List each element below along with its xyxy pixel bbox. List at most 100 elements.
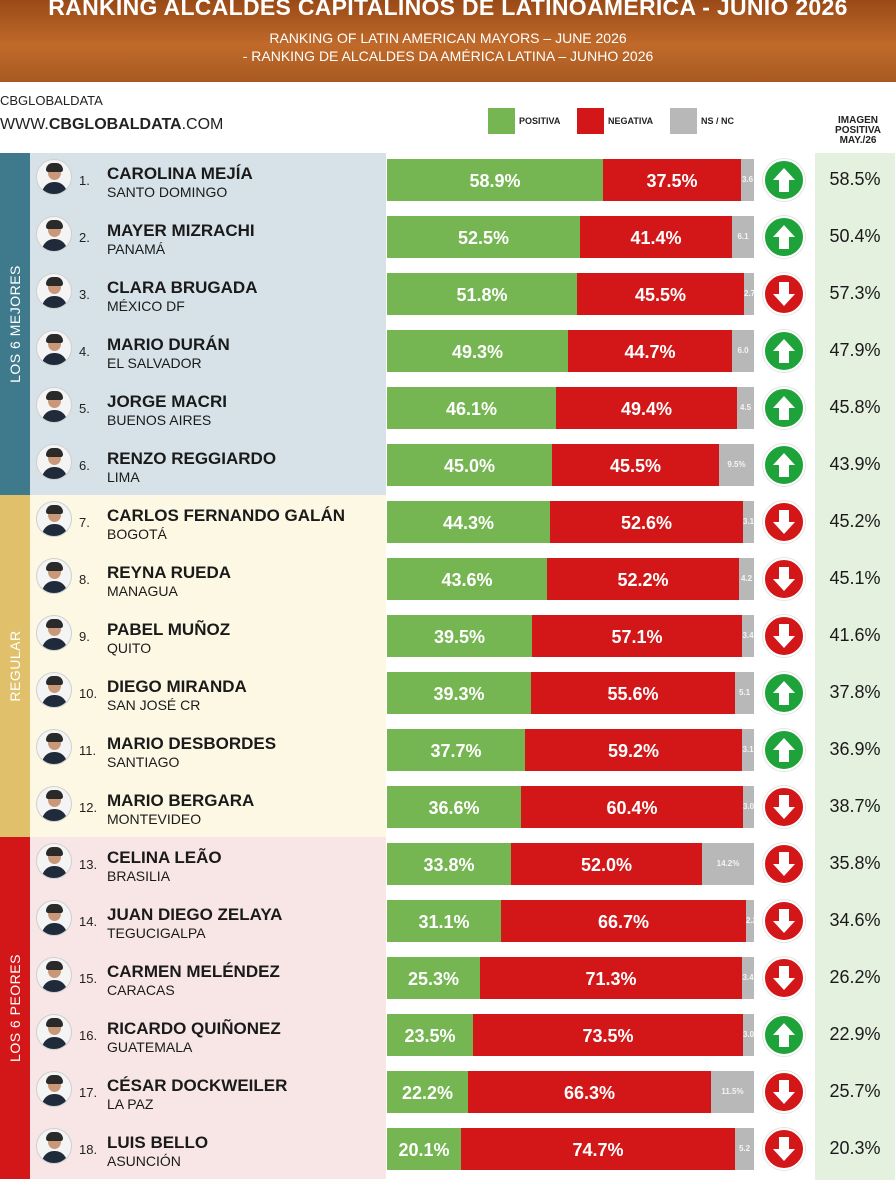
- bar-segment-negativa: 52.0%: [511, 843, 702, 885]
- data-label: 58.9%: [469, 171, 521, 191]
- table-row: 1. CAROLINA MEJÍA SANTO DOMINGO 58.9% 37.5% 3…: [0, 153, 896, 210]
- data-label: 6.1: [737, 232, 749, 241]
- bar-segment-nsnc: 3.4: [742, 957, 754, 999]
- prev-image-column-header: IMAGEN POSITIVA MAY./26: [822, 116, 894, 146]
- subtitle-english: RANKING OF LATIN AMERICAN MAYORS – JUNE …: [269, 30, 627, 46]
- rank-number: 10.: [79, 686, 98, 701]
- data-label: 2.7: [744, 289, 754, 298]
- bar-segment-nsnc: 3.0: [743, 1014, 754, 1056]
- bar-segment-positiva: 39.3%: [387, 672, 531, 714]
- city-name: TEGUCIGALPA: [107, 925, 206, 941]
- mayor-name: CAROLINA MEJÍA: [107, 164, 253, 183]
- stacked-bar: 49.3% 44.7% 6.0: [387, 330, 754, 372]
- bar-segment-positiva: 31.1%: [387, 900, 501, 942]
- rank-number: 6.: [79, 458, 90, 473]
- data-label: 39.3%: [433, 684, 485, 704]
- bar-segment-nsnc: 2.2: [746, 900, 754, 942]
- data-label: 45.5%: [634, 285, 687, 305]
- data-label: 52.6%: [620, 513, 673, 533]
- prev-positive-image: 57.3%: [829, 283, 881, 303]
- data-label: 22.2%: [401, 1083, 454, 1103]
- data-label: 44.3%: [442, 513, 495, 533]
- city-name: BOGOTÁ: [107, 526, 167, 542]
- arrow-up-icon: [763, 159, 805, 201]
- bar-segment-negativa: 55.6%: [531, 672, 735, 714]
- mayor-name: MAYER MIZRACHI: [107, 221, 255, 240]
- rank-number: 1.: [79, 173, 90, 188]
- prev-positive-image: 43.9%: [829, 454, 881, 474]
- stacked-bar: 22.2% 66.3% 11.5%: [387, 1071, 754, 1113]
- mayor-name: RENZO REGGIARDO: [107, 449, 277, 468]
- data-label: 55.6%: [607, 684, 659, 704]
- stacked-bar: 39.5% 57.1% 3.4: [387, 615, 754, 657]
- rank-number: 18.: [79, 1142, 98, 1157]
- avatar: [36, 273, 72, 309]
- data-label: 74.7%: [572, 1140, 624, 1160]
- city-name: SANTIAGO: [107, 754, 180, 770]
- data-label: 43.6%: [441, 570, 493, 590]
- bar-segment-nsnc: 3.6: [741, 159, 754, 201]
- prev-positive-image: 47.9%: [829, 340, 881, 360]
- avatar: [36, 159, 72, 195]
- prev-positive-image: 35.8%: [829, 853, 881, 873]
- brand-name: CBGLOBALDATA: [0, 93, 103, 108]
- prev-positive-image: 20.3%: [829, 1138, 881, 1158]
- mayor-name: CARLOS FERNANDO GALÁN: [107, 506, 345, 525]
- data-label: 44.7%: [624, 342, 676, 362]
- bar-segment-negativa: 45.5%: [577, 273, 744, 315]
- brand-url-suffix: .COM: [181, 116, 224, 133]
- bar-segment-positiva: 37.7%: [387, 729, 525, 771]
- data-label: 66.3%: [563, 1083, 616, 1103]
- avatar: [36, 1071, 72, 1107]
- bar-segment-nsnc: 3.1: [742, 729, 754, 771]
- city-name: QUITO: [107, 640, 152, 656]
- mayor-name: MARIO DESBORDES: [107, 734, 277, 753]
- legend-label-nsnc: NS / NC: [701, 116, 735, 126]
- rank-number: 13.: [79, 857, 98, 872]
- data-label: 37.7%: [430, 741, 482, 761]
- table-row: 5. JORGE MACRI BUENOS AIRES 46.1% 49.4% 4.5 45…: [0, 381, 896, 438]
- data-label: 39.5%: [433, 627, 486, 647]
- table-row: 2. MAYER MIZRACHI PANAMÁ 52.5% 41.4% 6.1 50.4%: [0, 210, 896, 267]
- brand-url-prefix: WWW.: [0, 116, 49, 133]
- data-label: 23.5%: [404, 1026, 456, 1046]
- bar-segment-nsnc: 14.2%: [702, 843, 754, 885]
- avatar: [36, 957, 72, 993]
- prev-positive-image: 45.1%: [829, 568, 881, 588]
- arrow-down-icon: [763, 786, 805, 828]
- subtitle-portuguese: - RANKING DE ALCALDES DA AMÉRICA LATINA …: [242, 48, 654, 64]
- city-name: LIMA: [107, 469, 140, 485]
- table-row: 15. CARMEN MELÉNDEZ CARACAS 25.3% 71.3% 3.4 26…: [0, 951, 896, 1008]
- prev-positive-image: 34.6%: [829, 910, 881, 930]
- bar-segment-negativa: 59.2%: [525, 729, 742, 771]
- arrow-up-icon: [763, 672, 805, 714]
- mayor-name: CLARA BRUGADA: [107, 278, 258, 297]
- bar-segment-negativa: 57.1%: [532, 615, 742, 657]
- bar-segment-nsnc: 4.5: [737, 387, 754, 429]
- rank-number: 2.: [79, 230, 90, 245]
- data-label: 3.6: [741, 175, 754, 184]
- group-background: [30, 153, 386, 495]
- prev-positive-image: 58.5%: [829, 169, 881, 189]
- prev-positive-image: 45.2%: [829, 511, 881, 531]
- arrow-up-icon: [763, 1014, 805, 1056]
- data-label: 45.0%: [443, 456, 496, 476]
- data-label: 4.2: [740, 574, 753, 583]
- rank-number: 4.: [79, 344, 90, 359]
- stacked-bar: 36.6% 60.4% 3.0: [387, 786, 754, 828]
- data-label: 37.5%: [646, 171, 698, 191]
- avatar: [36, 615, 72, 651]
- legend-label-negativa: NEGATIVA: [608, 116, 654, 126]
- arrow-down-icon: [763, 501, 805, 543]
- table-row: 18. LUIS BELLO ASUNCIÓN 20.1% 74.7% 5.2 20.3%: [0, 1122, 896, 1179]
- bar-segment-positiva: 39.5%: [387, 615, 532, 657]
- bar-segment-negativa: 52.6%: [550, 501, 743, 543]
- avatar: [36, 558, 72, 594]
- group-band: REGULAR: [0, 495, 30, 837]
- rank-number: 17.: [79, 1085, 98, 1100]
- table-row: 16. RICARDO QUIÑONEZ GUATEMALA 23.5% 73.5% 3.…: [0, 1008, 896, 1065]
- stacked-bar: 20.1% 74.7% 5.2: [387, 1128, 754, 1170]
- data-label: 11.5%: [721, 1087, 744, 1096]
- data-label: 20.1%: [398, 1140, 450, 1160]
- arrow-down-icon: [763, 957, 805, 999]
